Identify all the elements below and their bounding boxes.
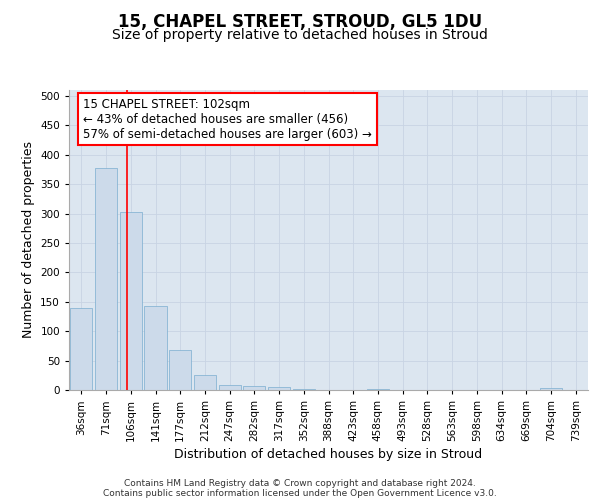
Bar bbox=[540, 388, 562, 390]
Bar bbox=[95, 168, 117, 390]
Bar bbox=[145, 306, 167, 390]
Text: Contains public sector information licensed under the Open Government Licence v3: Contains public sector information licen… bbox=[103, 488, 497, 498]
X-axis label: Distribution of detached houses by size in Stroud: Distribution of detached houses by size … bbox=[175, 448, 482, 461]
Bar bbox=[119, 212, 142, 390]
Y-axis label: Number of detached properties: Number of detached properties bbox=[22, 142, 35, 338]
Bar bbox=[293, 389, 315, 390]
Text: 15 CHAPEL STREET: 102sqm
← 43% of detached houses are smaller (456)
57% of semi-: 15 CHAPEL STREET: 102sqm ← 43% of detach… bbox=[83, 98, 372, 140]
Bar bbox=[243, 386, 265, 390]
Text: 15, CHAPEL STREET, STROUD, GL5 1DU: 15, CHAPEL STREET, STROUD, GL5 1DU bbox=[118, 12, 482, 30]
Bar bbox=[367, 389, 389, 390]
Text: Size of property relative to detached houses in Stroud: Size of property relative to detached ho… bbox=[112, 28, 488, 42]
Text: Contains HM Land Registry data © Crown copyright and database right 2024.: Contains HM Land Registry data © Crown c… bbox=[124, 478, 476, 488]
Bar bbox=[194, 376, 216, 390]
Bar bbox=[70, 308, 92, 390]
Bar bbox=[268, 387, 290, 390]
Bar bbox=[169, 350, 191, 390]
Bar bbox=[218, 384, 241, 390]
